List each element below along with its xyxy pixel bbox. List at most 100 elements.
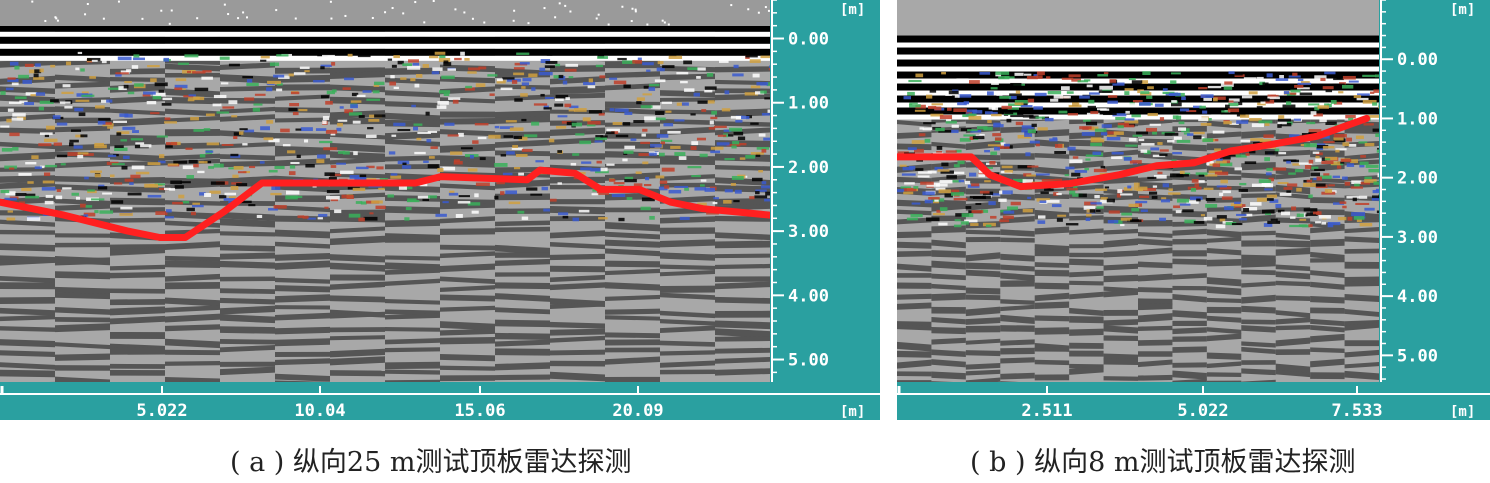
- reflection-stripe: [385, 67, 440, 75]
- signal-noise: [213, 94, 227, 99]
- signal-noise: [78, 112, 86, 117]
- reflection-stripe: [1241, 281, 1276, 288]
- signal-noise: [268, 208, 278, 211]
- reflection-stripe: [165, 241, 220, 250]
- reflection-stripe: [660, 264, 715, 271]
- signal-noise: [623, 84, 631, 89]
- signal-noise: [1146, 95, 1153, 99]
- signal-noise: [540, 93, 545, 97]
- signal-noise: [165, 145, 173, 148]
- reflection-stripe: [330, 348, 385, 358]
- reflection-stripe: [1034, 262, 1070, 268]
- reflection-stripe: [49, 381, 55, 382]
- surface-reflection: [897, 42, 1379, 48]
- signal-noise: [539, 67, 546, 72]
- reflection-stripe: [495, 307, 550, 315]
- reflection-stripe: [0, 307, 55, 316]
- reflection-stripe: [495, 252, 550, 258]
- signal-noise: [546, 52, 553, 56]
- signal-noise: [102, 192, 113, 195]
- signal-noise: [1364, 179, 1377, 183]
- signal-noise: [512, 145, 519, 149]
- signal-noise: [568, 76, 574, 79]
- signal-noise: [1023, 73, 1032, 76]
- signal-noise: [1141, 143, 1155, 146]
- signal-noise: [5, 191, 16, 196]
- signal-noise: [1022, 114, 1034, 118]
- signal-noise: [1036, 75, 1043, 79]
- noise-speck: [227, 13, 230, 16]
- signal-noise: [669, 52, 677, 57]
- signal-noise: [350, 100, 362, 103]
- signal-noise: [115, 72, 129, 75]
- signal-noise: [1337, 161, 1345, 164]
- reflection-stripe: [660, 143, 715, 152]
- noise-speck: [595, 17, 598, 20]
- radargram: [0, 0, 770, 382]
- signal-noise: [984, 111, 993, 115]
- signal-noise: [400, 77, 407, 80]
- reflection-stripe: [1344, 261, 1379, 269]
- signal-noise: [1132, 134, 1143, 137]
- reflection-stripe: [660, 160, 715, 165]
- reflection-stripe: [275, 253, 330, 261]
- signal-noise: [1090, 142, 1103, 147]
- signal-noise: [1333, 133, 1347, 138]
- signal-noise: [379, 178, 388, 181]
- noise-speck: [56, 19, 59, 22]
- signal-noise: [513, 72, 525, 76]
- signal-noise: [1234, 74, 1245, 77]
- signal-noise: [6, 217, 16, 221]
- signal-noise: [1263, 99, 1275, 104]
- signal-noise: [431, 71, 440, 75]
- signal-noise: [1376, 149, 1379, 153]
- signal-noise: [1026, 75, 1038, 80]
- signal-noise: [609, 77, 618, 80]
- signal-noise: [968, 115, 982, 120]
- reflection-stripe: [1034, 193, 1070, 200]
- signal-noise: [39, 100, 54, 104]
- signal-noise: [390, 173, 398, 176]
- signal-noise: [1020, 102, 1028, 106]
- signal-noise: [503, 135, 514, 138]
- reflection-stripe: [220, 339, 275, 345]
- signal-noise: [1359, 164, 1365, 168]
- signal-noise: [1360, 155, 1366, 158]
- signal-noise: [1264, 212, 1271, 216]
- signal-noise: [549, 198, 557, 202]
- reflection-stripe: [0, 257, 55, 266]
- signal-noise: [1179, 203, 1191, 206]
- signal-noise: [25, 195, 40, 199]
- reflection-stripe: [1034, 359, 1070, 366]
- signal-noise: [745, 54, 758, 58]
- signal-noise: [750, 122, 759, 125]
- reflection-stripe: [1000, 253, 1035, 262]
- signal-noise: [1328, 184, 1335, 187]
- depth-tick-label: 0.00: [788, 30, 829, 50]
- signal-noise: [102, 123, 114, 127]
- signal-noise: [460, 147, 473, 150]
- signal-noise: [61, 91, 74, 95]
- signal-noise: [454, 57, 462, 61]
- signal-noise: [897, 151, 909, 154]
- signal-noise: [436, 105, 447, 109]
- signal-noise: [902, 166, 914, 171]
- signal-noise: [352, 187, 366, 191]
- signal-noise: [129, 182, 134, 185]
- signal-noise: [1375, 133, 1379, 137]
- reflection-stripe: [1138, 287, 1173, 293]
- signal-noise: [332, 89, 337, 93]
- reflection-stripe: [440, 244, 495, 251]
- signal-noise: [402, 162, 407, 165]
- signal-noise: [646, 69, 651, 72]
- reflection-stripe: [55, 365, 110, 371]
- distance-tick-label: 5.022: [1177, 401, 1228, 420]
- signal-noise: [678, 156, 687, 160]
- signal-noise: [269, 62, 280, 67]
- signal-noise: [266, 87, 273, 92]
- signal-noise: [127, 192, 142, 196]
- signal-noise: [1103, 111, 1117, 116]
- signal-noise: [1377, 173, 1379, 178]
- reflection-stripe: [1138, 374, 1173, 381]
- signal-noise: [29, 69, 38, 74]
